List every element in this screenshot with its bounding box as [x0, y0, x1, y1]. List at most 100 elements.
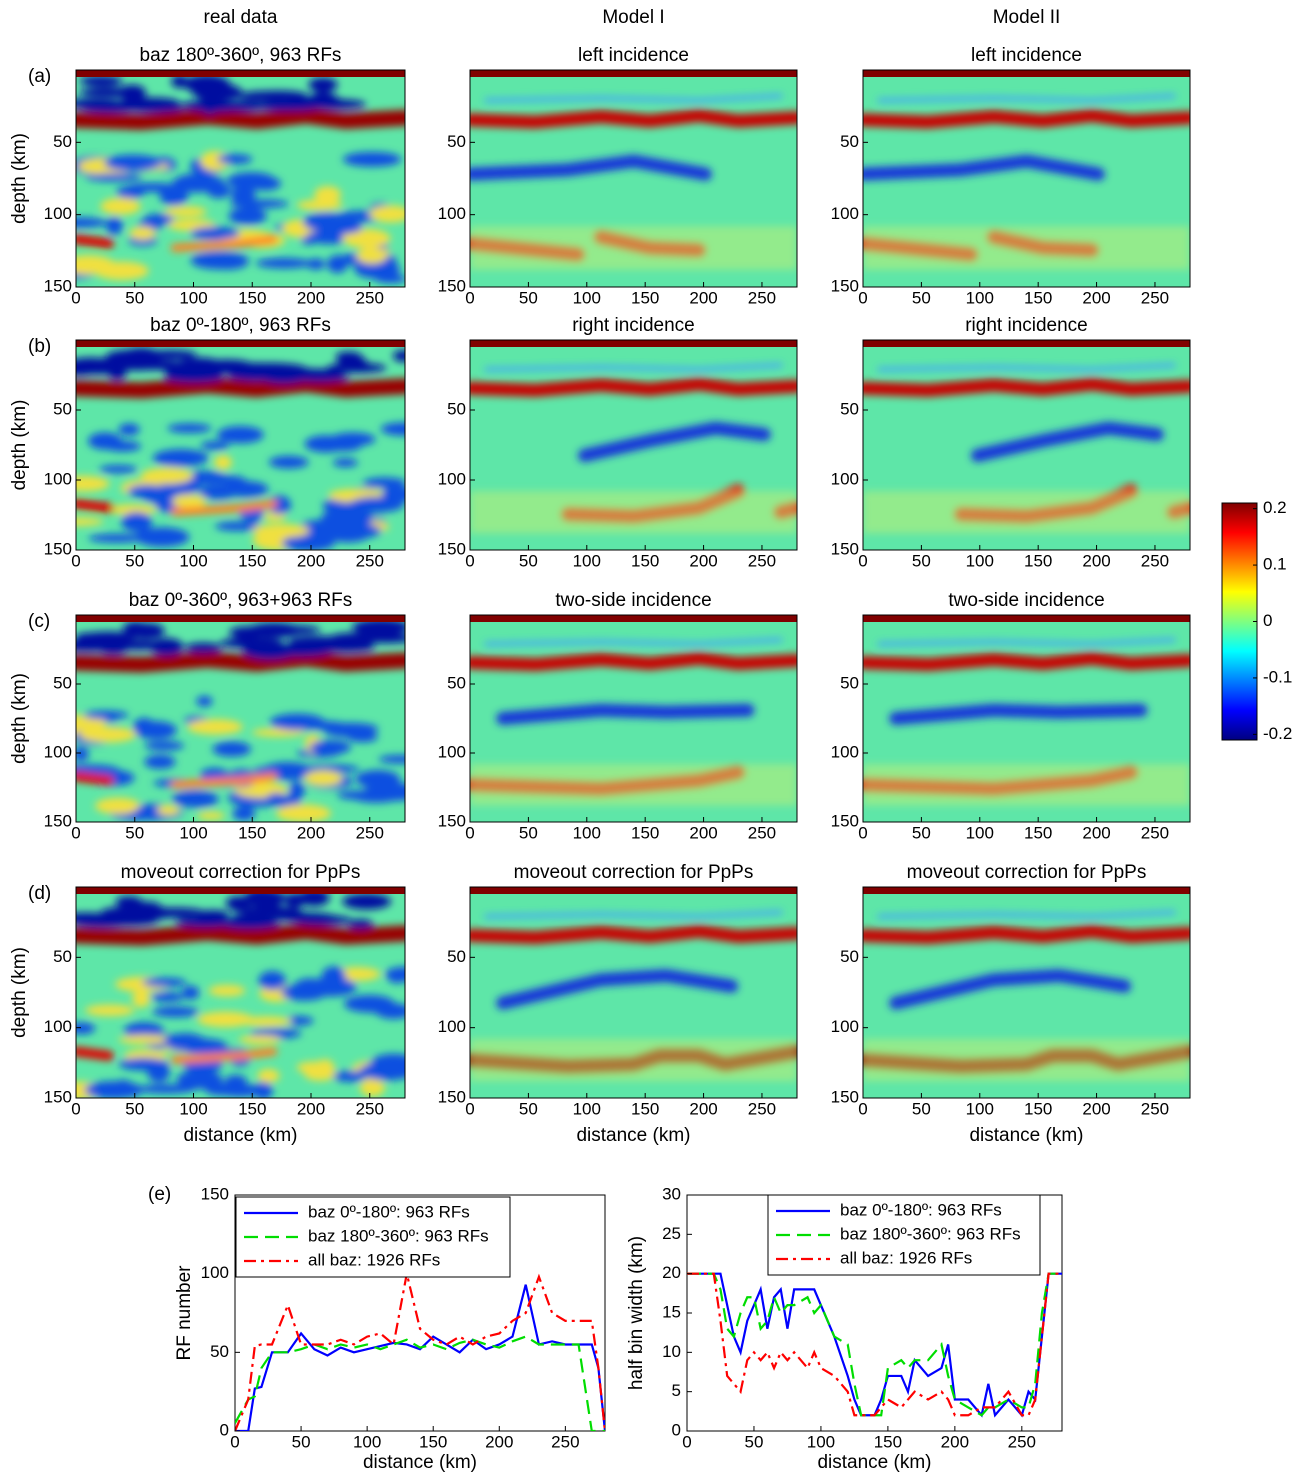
blob	[359, 1078, 386, 1097]
heatmap-texture	[470, 94, 797, 270]
blob	[108, 504, 158, 516]
blob	[118, 1057, 169, 1071]
blob	[309, 740, 352, 755]
blob	[289, 635, 350, 646]
blob	[219, 918, 280, 929]
band	[470, 377, 797, 397]
blob	[253, 1081, 273, 1098]
blob	[181, 985, 200, 1000]
y-tick-label: 150	[831, 276, 859, 295]
panel-label: (e)	[148, 1184, 171, 1205]
x-tick-label: 150	[631, 551, 659, 570]
x-tick-label: 50	[519, 288, 538, 307]
x-tick-label: 250	[1141, 288, 1169, 307]
x-tick-label: 0	[682, 1432, 691, 1451]
blob	[197, 1011, 254, 1028]
x-tick-label: 250	[1141, 1099, 1169, 1118]
halo	[863, 491, 1190, 534]
panel-title: two-side incidence	[948, 590, 1104, 611]
top-strip	[76, 615, 405, 622]
y-tick-label: 100	[44, 469, 72, 488]
series-line	[235, 1335, 605, 1431]
y-axis-label: depth (km)	[9, 673, 30, 764]
legend-label: all baz: 1926 RFs	[308, 1250, 440, 1269]
y-tick-label: 100	[831, 742, 859, 761]
x-tick-label: 150	[1024, 288, 1052, 307]
blob	[329, 432, 376, 447]
panel-title: moveout correction for PpPs	[907, 862, 1147, 883]
blob	[347, 919, 374, 929]
x-tick-label: 150	[238, 288, 266, 307]
band	[496, 703, 755, 725]
y-tick-label: 100	[44, 742, 72, 761]
blob	[135, 527, 190, 547]
blob	[289, 371, 350, 382]
frame	[862, 886, 1191, 1099]
y-tick-label: 100	[438, 742, 466, 761]
blob	[100, 197, 141, 215]
blob	[78, 87, 139, 98]
y-tick-label: 100	[44, 1017, 72, 1036]
heatmap-texture	[76, 618, 405, 822]
blob	[326, 362, 387, 373]
x-tick-label: 250	[356, 288, 384, 307]
x-tick-label: 150	[631, 288, 659, 307]
blob	[230, 899, 248, 913]
blob	[265, 792, 288, 807]
heatmap-texture	[470, 910, 797, 1082]
band	[889, 969, 1132, 1010]
blob	[186, 719, 243, 735]
y-axis-label: depth (km)	[9, 400, 30, 491]
x-tick-label: 150	[238, 551, 266, 570]
blob	[252, 524, 310, 538]
heatmap-texture	[76, 888, 405, 1098]
x-axis-label: distance (km)	[969, 1125, 1083, 1146]
top-strip	[863, 70, 1190, 77]
y-tick-label: 100	[201, 1263, 229, 1282]
band	[170, 772, 278, 789]
blob	[301, 764, 360, 774]
x-tick-label: 100	[966, 823, 994, 842]
panel-title: moveout correction for PpPs	[121, 862, 361, 883]
blob	[76, 517, 104, 526]
panel-label: (a)	[28, 66, 51, 87]
panel-title: right incidence	[965, 315, 1088, 336]
x-tick-label: 100	[179, 551, 207, 570]
x-tick-label: 200	[297, 551, 325, 570]
x-tick-label: 50	[292, 1432, 311, 1451]
blob	[136, 1084, 197, 1094]
x-tick-label: 150	[631, 823, 659, 842]
x-tick-label: 50	[125, 288, 144, 307]
x-tick-label: 250	[356, 551, 384, 570]
x-tick-label: 0	[465, 1099, 474, 1118]
y-tick-label: 50	[840, 673, 859, 692]
y-tick-label: 150	[438, 1087, 466, 1106]
top-strip	[76, 887, 405, 894]
blob	[199, 484, 238, 500]
x-tick-label: 100	[179, 1099, 207, 1118]
blob	[80, 102, 141, 113]
blob	[332, 458, 359, 468]
blob	[163, 372, 224, 383]
x-tick-label: 150	[419, 1432, 447, 1451]
band	[76, 107, 405, 131]
heatmap-texture	[76, 347, 405, 550]
x-tick-label: 0	[858, 823, 867, 842]
legend-label: baz 180º-360º: 963 RFs	[840, 1224, 1021, 1243]
blob	[280, 984, 328, 1001]
x-tick-label: 150	[631, 1099, 659, 1118]
legend-label: baz 0º-180º: 963 RFs	[840, 1200, 1002, 1219]
blob	[196, 695, 213, 707]
panel-label: (b)	[28, 336, 51, 357]
blob	[369, 205, 405, 223]
band	[577, 421, 771, 462]
plot-area	[687, 1272, 1062, 1418]
blob	[79, 726, 137, 743]
x-axis-label: distance (km)	[817, 1452, 931, 1473]
x-tick-label: 0	[465, 823, 474, 842]
y-tick-label: 50	[53, 673, 72, 692]
blob	[342, 151, 402, 167]
panel-title: two-side incidence	[555, 590, 711, 611]
x-tick-label: 250	[551, 1432, 579, 1451]
y-tick-label: 150	[438, 811, 466, 830]
